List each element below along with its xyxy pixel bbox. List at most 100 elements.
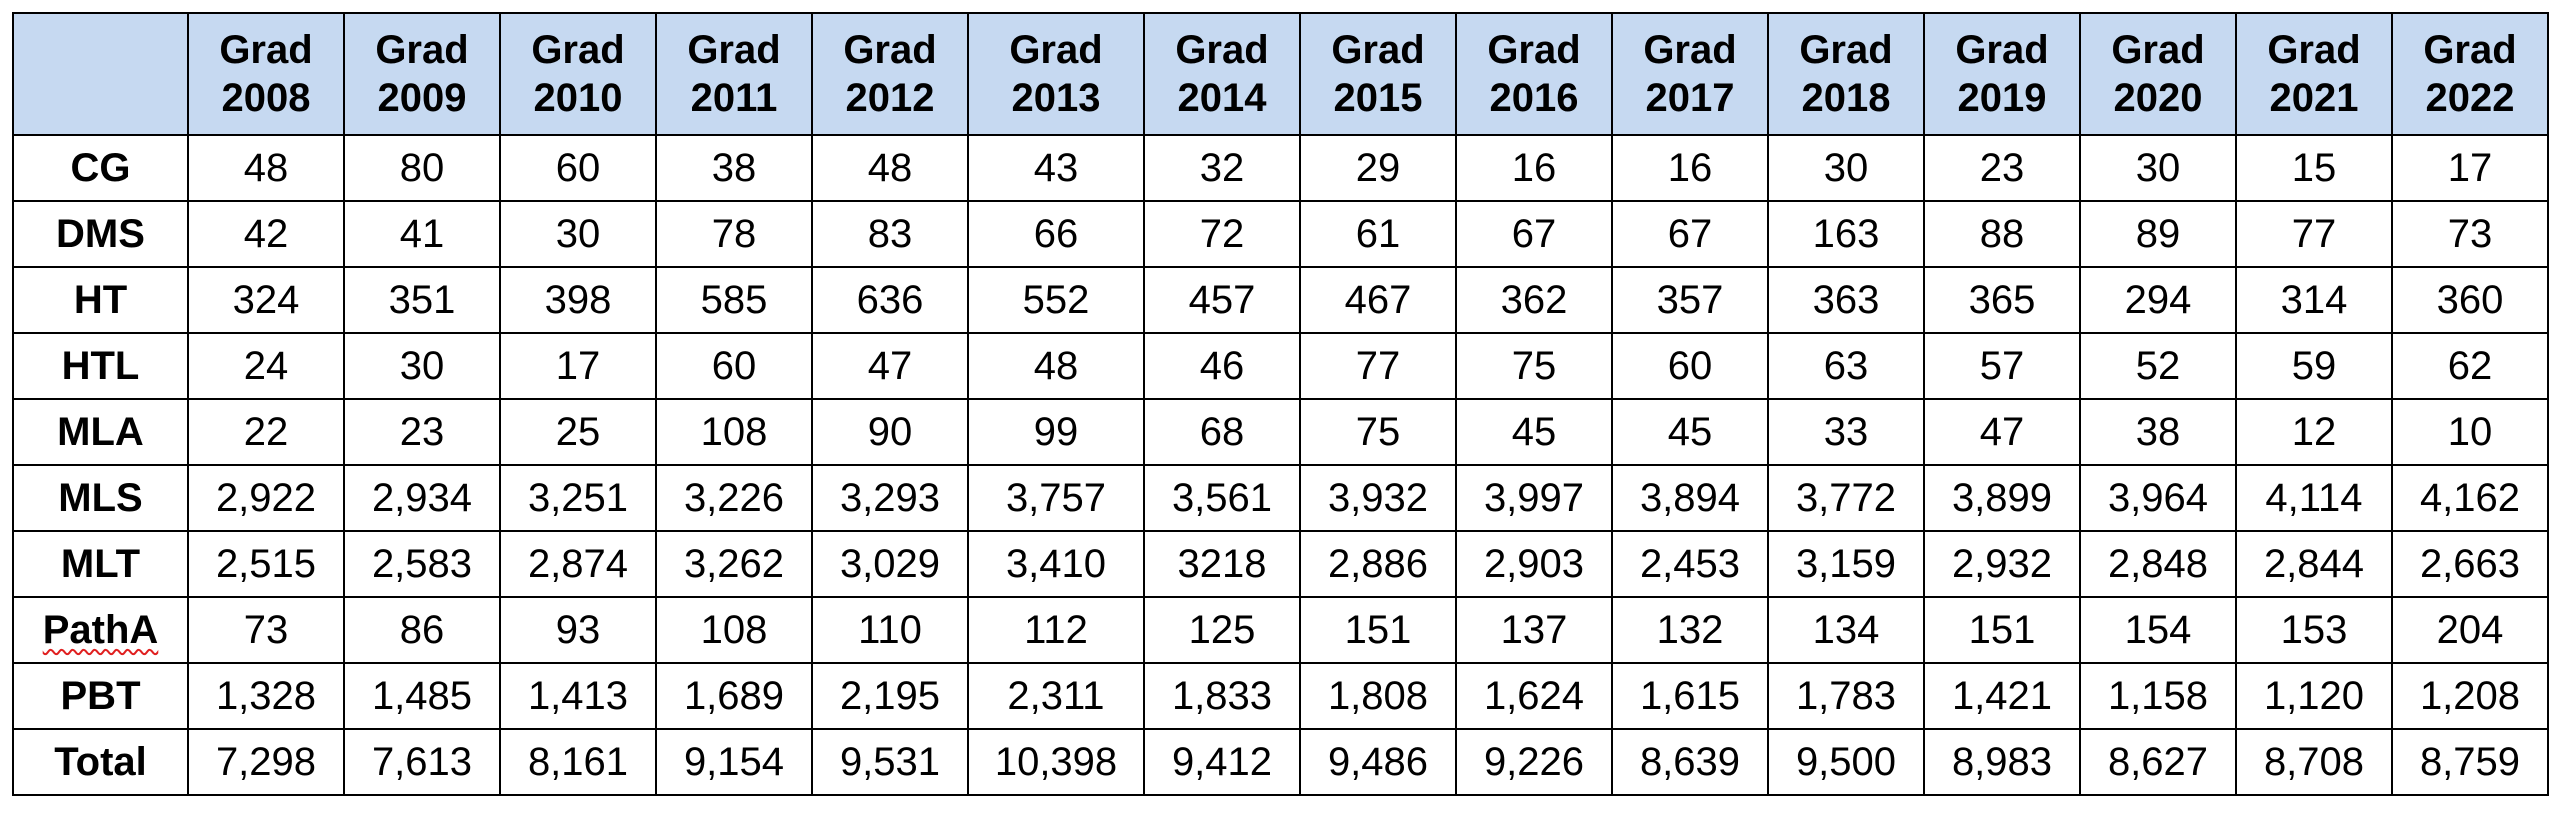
table-row: Total 7,298 7,613 8,161 9,154 9,531 10,398 9,41… xyxy=(12,728,2549,796)
table-cell: 2,934 xyxy=(343,464,501,532)
table-cell: 3,226 xyxy=(655,464,813,532)
table-cell: 7,613 xyxy=(343,728,501,796)
graduates-table: Grad 2008 Grad 2009 Grad 2010 Grad 2011 Grad… xyxy=(12,12,2549,796)
table-cell: 45 xyxy=(1611,398,1769,466)
table-row: DMS 42 41 30 78 83 66 72 61 67 67 163 88 89 77 73 xyxy=(12,200,2549,268)
column-header-line1: Grad xyxy=(1009,28,1103,72)
table-cell: 1,833 xyxy=(1143,662,1301,730)
table-cell: 9,531 xyxy=(811,728,969,796)
column-header-line1: Grad xyxy=(687,28,781,72)
table-cell: 9,226 xyxy=(1455,728,1613,796)
table-cell: 38 xyxy=(2079,398,2237,466)
table-cell: 60 xyxy=(1611,332,1769,400)
table-cell: 67 xyxy=(1611,200,1769,268)
column-header: Grad 2008 xyxy=(187,12,345,136)
table-cell: 52 xyxy=(2079,332,2237,400)
table-cell: 60 xyxy=(499,134,657,202)
row-label-text: HTL xyxy=(61,343,140,388)
row-label: HT xyxy=(12,266,189,334)
table-cell: 3,410 xyxy=(967,530,1145,598)
row-label: DMS xyxy=(12,200,189,268)
table-cell: 9,500 xyxy=(1767,728,1925,796)
column-header-line1: Grad xyxy=(2423,28,2517,72)
row-label: PathA xyxy=(12,596,189,664)
table-cell: 151 xyxy=(1299,596,1457,664)
column-header-line2: 2008 xyxy=(221,76,311,120)
table-cell: 10,398 xyxy=(967,728,1145,796)
column-header-line2: 2014 xyxy=(1177,76,1267,120)
table-cell: 24 xyxy=(187,332,345,400)
column-header-line1: Grad xyxy=(375,28,469,72)
table-cell: 9,154 xyxy=(655,728,813,796)
table-cell: 93 xyxy=(499,596,657,664)
row-label-text: Total xyxy=(54,739,147,784)
table-cell: 12 xyxy=(2235,398,2393,466)
table-cell: 86 xyxy=(343,596,501,664)
table-cell: 30 xyxy=(1767,134,1925,202)
table-row: MLA 22 23 25 108 90 99 68 75 45 45 33 47 38 12 10 xyxy=(12,398,2549,466)
table-cell: 90 xyxy=(811,398,969,466)
table-row: CG 48 80 60 38 48 43 32 29 16 16 30 23 30 15 17 xyxy=(12,134,2549,202)
column-header: Grad 2016 xyxy=(1455,12,1613,136)
table-cell: 67 xyxy=(1455,200,1613,268)
column-header-line1: Grad xyxy=(2267,28,2361,72)
table-cell: 23 xyxy=(343,398,501,466)
column-header-line2: 2019 xyxy=(1957,76,2047,120)
table-cell: 2,453 xyxy=(1611,530,1769,598)
column-header: Grad 2017 xyxy=(1611,12,1769,136)
table-cell: 3,932 xyxy=(1299,464,1457,532)
table-cell: 30 xyxy=(2079,134,2237,202)
table-cell: 3218 xyxy=(1143,530,1301,598)
table-cell: 1,615 xyxy=(1611,662,1769,730)
column-header-line2: 2021 xyxy=(2269,76,2359,120)
table-cell: 110 xyxy=(811,596,969,664)
column-header: Grad 2020 xyxy=(2079,12,2237,136)
table-cell: 48 xyxy=(967,332,1145,400)
table-cell: 30 xyxy=(499,200,657,268)
table-cell: 3,561 xyxy=(1143,464,1301,532)
column-header: Grad 2019 xyxy=(1923,12,2081,136)
table-cell: 89 xyxy=(2079,200,2237,268)
table-cell: 73 xyxy=(187,596,345,664)
column-header-line1: Grad xyxy=(1799,28,1893,72)
table-cell: 17 xyxy=(2391,134,2549,202)
row-label: CG xyxy=(12,134,189,202)
table-cell: 1,158 xyxy=(2079,662,2237,730)
table-cell: 48 xyxy=(811,134,969,202)
table-cell: 8,708 xyxy=(2235,728,2393,796)
table-cell: 2,844 xyxy=(2235,530,2393,598)
table-cell: 60 xyxy=(655,332,813,400)
column-header: Grad 2014 xyxy=(1143,12,1301,136)
table-cell: 41 xyxy=(343,200,501,268)
table-cell: 363 xyxy=(1767,266,1925,334)
column-header-line2: 2016 xyxy=(1489,76,1579,120)
table-cell: 75 xyxy=(1455,332,1613,400)
table-cell: 134 xyxy=(1767,596,1925,664)
column-header-line2: 2015 xyxy=(1333,76,1423,120)
table-row: PBT 1,328 1,485 1,413 1,689 2,195 2,311 1,833 1,… xyxy=(12,662,2549,730)
table-cell: 43 xyxy=(967,134,1145,202)
table-cell: 2,922 xyxy=(187,464,345,532)
table-cell: 2,903 xyxy=(1455,530,1613,598)
table-cell: 8,983 xyxy=(1923,728,2081,796)
column-header-line2: 2017 xyxy=(1645,76,1735,120)
table-cell: 1,208 xyxy=(2391,662,2549,730)
table-cell: 8,161 xyxy=(499,728,657,796)
column-header-line1: Grad xyxy=(1487,28,1581,72)
table-cell: 23 xyxy=(1923,134,2081,202)
table-row: MLT 2,515 2,583 2,874 3,262 3,029 3,410 3218 2,8… xyxy=(12,530,2549,598)
table-row: HT 324 351 398 585 636 552 457 467 362 357 363 365 29… xyxy=(12,266,2549,334)
table-cell: 8,627 xyxy=(2079,728,2237,796)
table-cell: 46 xyxy=(1143,332,1301,400)
table-cell: 3,251 xyxy=(499,464,657,532)
table-cell: 57 xyxy=(1923,332,2081,400)
table-cell: 45 xyxy=(1455,398,1613,466)
row-label: HTL xyxy=(12,332,189,400)
table-cell: 42 xyxy=(187,200,345,268)
table-cell: 63 xyxy=(1767,332,1925,400)
table-cell: 1,624 xyxy=(1455,662,1613,730)
table-cell: 99 xyxy=(967,398,1145,466)
row-label-text: HT xyxy=(73,277,128,322)
table-cell: 33 xyxy=(1767,398,1925,466)
table-cell: 457 xyxy=(1143,266,1301,334)
